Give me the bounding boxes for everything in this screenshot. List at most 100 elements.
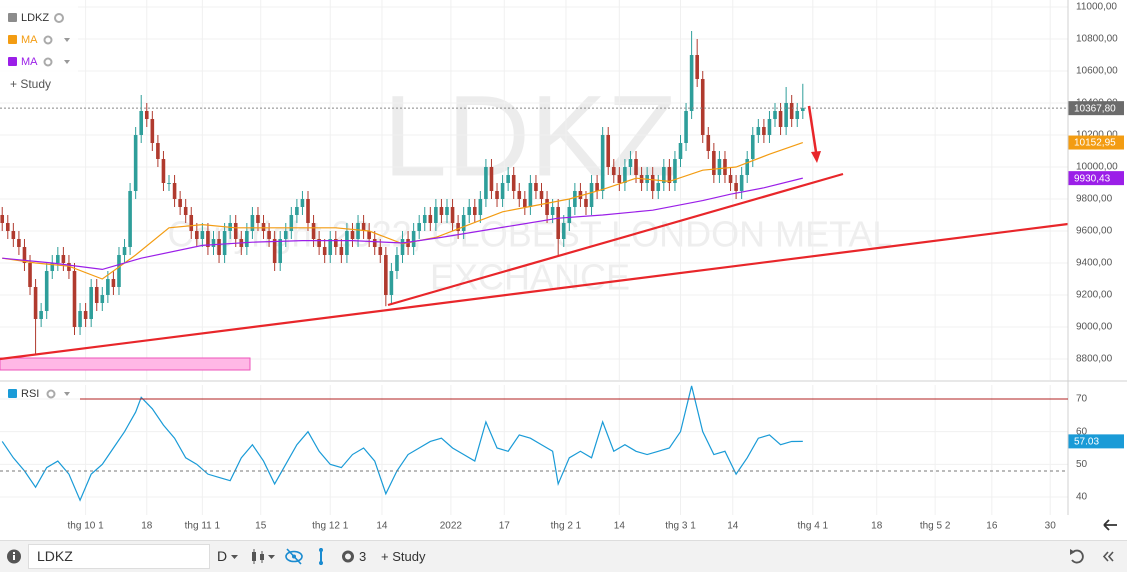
add-study[interactable]: + Study: [10, 77, 51, 91]
studies-icon[interactable]: [340, 541, 356, 572]
candle-body: [89, 287, 93, 319]
candle-body: [167, 183, 171, 184]
last-value-label: 10152,95: [1074, 138, 1116, 149]
candle-body: [400, 239, 405, 255]
candle-body: [545, 199, 549, 215]
candle-body: [133, 135, 138, 191]
candle-body: [117, 255, 121, 287]
candle-body: [389, 271, 394, 295]
y-tick-label: 9200,00: [1076, 290, 1113, 301]
last-value-label: 57.03: [1074, 437, 1099, 448]
candle-body: [712, 151, 716, 175]
candle-body: [456, 223, 460, 231]
arrow-head: [811, 151, 821, 163]
candle-body: [378, 247, 383, 255]
x-tick-label: 18: [141, 521, 153, 532]
candle-body: [384, 255, 388, 295]
legend: LDKZ MA MA + Study RSI: [0, 0, 78, 400]
candle-body: [472, 207, 477, 215]
y-tick-label: 60: [1076, 426, 1088, 437]
legend-swatch: [8, 13, 17, 22]
candle-body: [217, 239, 221, 255]
watermark-copyright: Copyright 2022, GLOBEST LONDON METAL: [168, 214, 893, 255]
chart-type-button[interactable]: [248, 541, 278, 572]
candle-body: [28, 263, 32, 287]
legend-entry[interactable]: MA: [21, 56, 38, 68]
symbol-input[interactable]: LDKZ: [28, 544, 210, 569]
legend-swatch: [8, 389, 17, 398]
candle-body: [172, 183, 177, 199]
candle-body: [183, 207, 188, 215]
candle-body: [289, 215, 294, 231]
x-tick-label: 17: [499, 521, 511, 532]
candle-body: [667, 167, 672, 183]
legend-swatch: [8, 35, 17, 44]
legend-entry[interactable]: RSI: [21, 388, 39, 400]
dropdown-icon[interactable]: [64, 392, 70, 396]
candle-body: [94, 287, 99, 303]
settings-icon[interactable]: [46, 389, 56, 399]
candle-body: [495, 191, 499, 199]
watermark: LDKZ Copyright 2022, GLOBEST LONDON META…: [168, 72, 893, 297]
x-tick-label: 16: [986, 521, 998, 532]
dropdown-icon[interactable]: [229, 541, 241, 572]
studies-count[interactable]: 3: [359, 549, 367, 564]
scroll-back-arrow[interactable]: [1103, 519, 1117, 531]
candle-body: [233, 223, 238, 239]
candle-body: [467, 207, 472, 215]
candle-body: [745, 159, 750, 175]
candle-body: [156, 143, 160, 159]
candle-body: [750, 135, 755, 159]
candle-body: [689, 55, 694, 111]
candle-body: [528, 183, 533, 207]
candle-body: [72, 271, 77, 327]
candle-body: [361, 223, 366, 231]
period-select[interactable]: D: [217, 548, 228, 564]
settings-icon[interactable]: [43, 57, 53, 67]
candle-body: [334, 239, 338, 247]
settings-icon[interactable]: [43, 35, 53, 45]
candle-body: [17, 239, 21, 247]
candle-body: [356, 223, 360, 239]
candle-body: [11, 231, 16, 239]
dropdown-icon[interactable]: [64, 38, 70, 42]
candle-body: [39, 311, 43, 319]
legend-entry[interactable]: MA: [21, 34, 38, 46]
settings-icon[interactable]: [54, 13, 64, 23]
last-value-label: 9930,43: [1074, 173, 1111, 184]
x-tick-label: thg 12 1: [312, 521, 349, 532]
crosshair-button[interactable]: [313, 541, 329, 572]
x-tick-label: thg 3 1: [665, 521, 696, 532]
candle-body: [578, 191, 583, 199]
candle-body: [161, 159, 166, 183]
candle-body: [606, 135, 611, 167]
legend-entry[interactable]: LDKZ: [21, 12, 49, 24]
candle-body: [556, 207, 560, 239]
trend-line: [0, 222, 1069, 361]
candle-body: [778, 111, 783, 127]
last-price-label: 10367,80: [1074, 103, 1116, 114]
candle-body: [561, 223, 566, 239]
candle-body: [656, 183, 661, 191]
x-tick-label: 2022: [440, 521, 463, 532]
y-tick-label: 9800,00: [1076, 194, 1113, 205]
candle-body: [0, 215, 5, 223]
hide-drawings-button[interactable]: [283, 541, 305, 572]
info-icon[interactable]: [4, 541, 24, 572]
candle-body: [628, 159, 633, 167]
candle-body: [67, 263, 71, 271]
last-value-box: [1068, 171, 1124, 186]
x-tick-label: 15: [255, 521, 267, 532]
dropdown-icon[interactable]: [64, 60, 70, 64]
plot-area: thg 10 1 18 thg 11 1 15 thg 12 1 14 2022 17 thg …: [0, 0, 1124, 532]
undo-button[interactable]: [1066, 541, 1088, 572]
collapse-button[interactable]: [1099, 541, 1119, 572]
candle-body: [300, 199, 305, 207]
candle-body: [511, 175, 516, 191]
candle-body: [206, 231, 210, 247]
candle-body: [517, 191, 522, 199]
candle-body: [756, 127, 761, 135]
candle-body: [144, 111, 149, 119]
drawings: [0, 0, 1127, 531]
add-study-button[interactable]: + Study: [381, 549, 426, 564]
